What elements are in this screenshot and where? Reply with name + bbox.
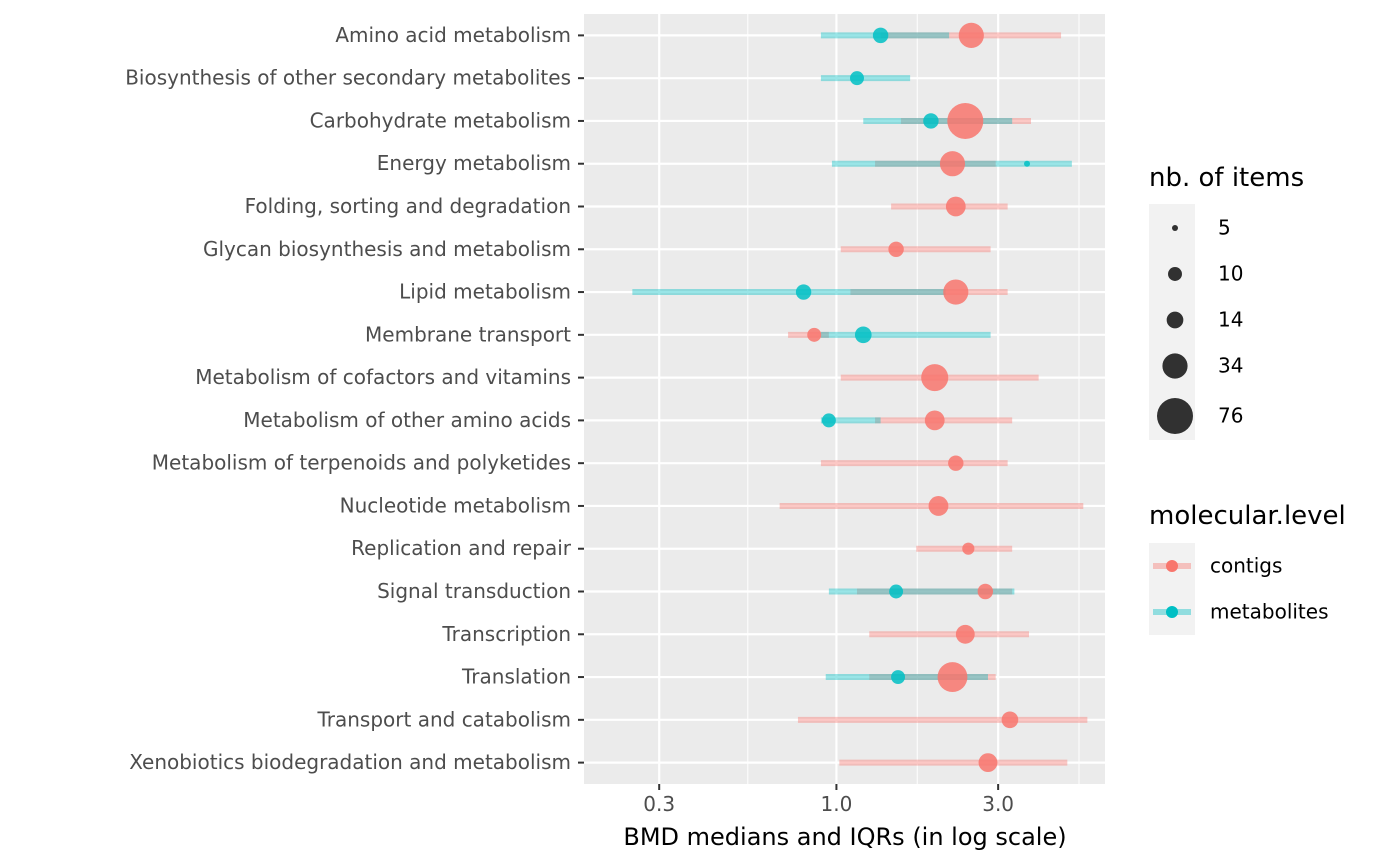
color-legend-point (1166, 560, 1178, 572)
y-tick-label: Signal transduction (377, 579, 571, 603)
y-tick-label: Replication and repair (351, 536, 572, 560)
contigs-median-point (958, 22, 984, 48)
y-tick-label: Energy metabolism (377, 151, 571, 175)
size-legend-key (1166, 311, 1184, 329)
color-legend-point (1166, 606, 1178, 618)
y-tick-label: Transcription (441, 622, 571, 646)
y-tick-label: Xenobiotics biodegradation and metabolis… (129, 750, 571, 774)
color-legend: molecular.level contigs metabolites (1149, 501, 1346, 635)
metabolites-median-point (891, 670, 906, 685)
plot-panel (584, 14, 1105, 784)
contigs-median-point (955, 624, 975, 644)
y-tick-label: Nucleotide metabolism (340, 493, 571, 517)
contigs-median-point (947, 102, 984, 139)
metabolites-median-point (889, 584, 904, 599)
size-legend-label: 34 (1218, 354, 1243, 378)
size-legend-key (1162, 353, 1188, 379)
y-tick-label: Amino acid metabolism (335, 23, 571, 47)
y-tick-label: Carbohydrate metabolism (310, 108, 571, 132)
contigs-median-point (928, 496, 949, 516)
y-axis-labels: Amino acid metabolism Biosynthesis of oth… (125, 23, 584, 774)
contigs-median-point (939, 151, 966, 177)
y-tick-label: Folding, sorting and degradation (245, 194, 571, 218)
y-tick-label: Glycan biosynthesis and metabolism (203, 237, 571, 261)
contigs-median-point (937, 662, 968, 692)
size-legend: nb. of items 5 10 14 34 76 (1149, 163, 1304, 440)
contigs-median-point (921, 364, 949, 392)
color-legend-keys-bg (1149, 543, 1195, 635)
size-legend-key (1168, 267, 1182, 281)
size-legend-title: nb. of items (1149, 163, 1304, 193)
size-legend-label: 14 (1218, 308, 1243, 332)
contigs-median-point (945, 196, 966, 217)
size-legend-label: 10 (1218, 262, 1243, 286)
color-legend-label: contigs (1210, 554, 1282, 578)
contigs-median-point (1001, 711, 1019, 729)
median-points (795, 22, 1031, 773)
y-tick-label: Metabolism of terpenoids and polyketides (152, 451, 571, 475)
contigs-median-point (977, 583, 994, 600)
metabolites-median-point (821, 413, 836, 428)
size-legend-key (1172, 225, 1178, 231)
x-tick-label: 3.0 (982, 792, 1014, 816)
contigs-median-point (943, 279, 969, 305)
color-legend-label: metabolites (1210, 600, 1329, 624)
contigs-median-point (962, 542, 975, 555)
x-tick-label: 0.3 (643, 792, 675, 816)
color-legend-title: molecular.level (1149, 501, 1346, 531)
size-legend-key (1157, 398, 1193, 434)
y-tick-label: Membrane transport (365, 322, 571, 346)
y-tick-label: Metabolism of cofactors and vitamins (195, 365, 571, 389)
contigs-median-point (978, 753, 998, 773)
x-axis-title: BMD medians and IQRs (in log scale) (623, 823, 1066, 851)
metabolites-median-point (923, 113, 939, 129)
metabolites-median-point (872, 27, 889, 44)
contigs-median-point (888, 241, 904, 257)
contigs-median-point (948, 455, 964, 471)
size-legend-label: 76 (1218, 404, 1243, 428)
metabolites-median-point (850, 71, 864, 86)
y-tick-label: Translation (461, 665, 571, 689)
x-tick-label: 1.0 (821, 792, 853, 816)
contigs-median-point (807, 327, 822, 342)
x-axis-ticks: 0.3 1.0 3.0 (643, 784, 1014, 816)
metabolites-median-point (795, 284, 812, 300)
y-tick-label: Lipid metabolism (399, 280, 571, 304)
metabolites-median-point (854, 326, 872, 344)
size-legend-label: 5 (1218, 216, 1231, 240)
contigs-median-point (924, 410, 945, 431)
y-tick-label: Biosynthesis of other secondary metaboli… (125, 66, 571, 90)
y-tick-label: Metabolism of other amino acids (243, 408, 571, 432)
metabolites-median-point (1024, 160, 1031, 167)
y-tick-label: Transport and catabolism (317, 707, 572, 731)
